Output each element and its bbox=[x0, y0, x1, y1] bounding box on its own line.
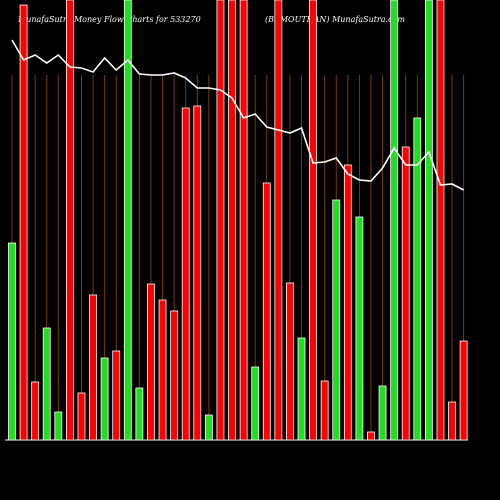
bar bbox=[459, 340, 468, 441]
bar bbox=[448, 401, 456, 441]
flow-line bbox=[11, 39, 464, 191]
bar bbox=[8, 242, 16, 441]
bar bbox=[309, 0, 317, 441]
bar bbox=[251, 366, 260, 441]
bar bbox=[135, 387, 144, 441]
bar bbox=[100, 357, 109, 441]
bar bbox=[332, 199, 341, 441]
bar bbox=[89, 294, 97, 441]
bar bbox=[216, 0, 225, 441]
bar bbox=[367, 431, 375, 441]
bar bbox=[123, 0, 132, 441]
bar bbox=[424, 0, 433, 441]
bar bbox=[228, 0, 236, 441]
bar bbox=[320, 380, 329, 441]
bar bbox=[413, 117, 422, 441]
bar bbox=[239, 0, 248, 441]
bar bbox=[77, 392, 86, 441]
bar bbox=[42, 327, 51, 441]
bar bbox=[286, 282, 294, 441]
bar bbox=[193, 105, 202, 441]
bar bbox=[112, 350, 121, 441]
bar bbox=[31, 381, 40, 441]
bar bbox=[181, 107, 190, 441]
bar bbox=[66, 0, 74, 441]
bar bbox=[378, 385, 387, 441]
bar bbox=[204, 414, 213, 441]
chart-title: MunafaSutra Money Flow Charts for 533270 bbox=[17, 15, 201, 24]
bar bbox=[262, 182, 271, 441]
bar bbox=[54, 411, 63, 441]
bar bbox=[274, 0, 283, 441]
chart-subtitle: (BEMOUTHAN) MunafaSutra.com bbox=[265, 15, 405, 24]
bar bbox=[401, 146, 410, 441]
bar bbox=[436, 0, 445, 441]
bar bbox=[343, 164, 352, 441]
bar bbox=[158, 299, 167, 441]
bar bbox=[19, 4, 28, 441]
bar bbox=[297, 337, 306, 441]
bar bbox=[170, 310, 179, 441]
bar bbox=[147, 283, 155, 441]
bar bbox=[390, 0, 399, 441]
bar bbox=[355, 216, 364, 441]
